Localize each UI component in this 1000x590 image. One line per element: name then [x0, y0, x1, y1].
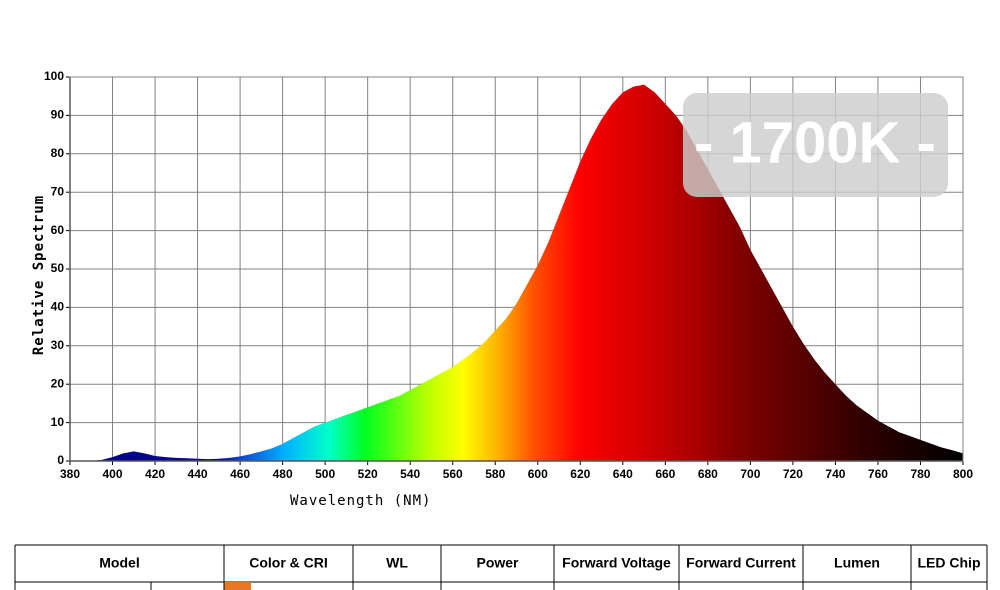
table-header: Forward Voltage — [562, 555, 671, 571]
table-header: Forward Current — [686, 555, 796, 571]
y-tick-label: 40 — [51, 300, 65, 314]
x-tick-label: 500 — [315, 467, 335, 481]
y-tick-label: 100 — [44, 69, 64, 83]
table-header: WL — [386, 555, 408, 571]
table-header: LED Chip — [918, 555, 981, 571]
x-tick-label: 740 — [825, 467, 845, 481]
y-tick-label: 80 — [51, 146, 65, 160]
table-header: Lumen — [834, 555, 880, 571]
table-header: Model — [99, 555, 139, 571]
annotation: - 1700K - — [694, 110, 936, 175]
table-header: Color & CRI — [249, 555, 328, 571]
x-tick-label: 480 — [273, 467, 293, 481]
x-tick-label: 780 — [910, 467, 930, 481]
x-tick-label: 600 — [528, 467, 548, 481]
x-tick-label: 640 — [613, 467, 633, 481]
x-tick-label: 580 — [485, 467, 505, 481]
y-tick-label: 90 — [51, 108, 65, 122]
y-tick-label: 70 — [51, 184, 65, 198]
x-tick-label: 540 — [400, 467, 420, 481]
y-tick-label: 10 — [51, 415, 65, 429]
x-tick-label: 660 — [655, 467, 675, 481]
plot-border — [69, 76, 964, 462]
x-tick-label: 560 — [443, 467, 463, 481]
table: Model Color & CRI WL Power Forward Voltage Fo… — [14, 544, 988, 590]
y-tick-label: 60 — [51, 223, 65, 237]
table-header: Power — [476, 555, 519, 571]
annotation-box — [683, 93, 948, 197]
x-tick-label: 440 — [188, 467, 208, 481]
spectrum-area — [70, 84, 963, 462]
y-tick-label: 0 — [57, 453, 64, 467]
x-tick-label: 680 — [698, 467, 718, 481]
x-axis-label: Wavelength (NM) — [290, 493, 431, 509]
x-tick-label: 380 — [60, 467, 80, 481]
y-tick-label: 30 — [51, 338, 65, 352]
x-tick-label: 520 — [358, 467, 378, 481]
color-swatch — [224, 582, 251, 590]
x-tick-label: 800 — [953, 467, 973, 481]
x-tick-label: 460 — [230, 467, 250, 481]
x-tick-label: 700 — [740, 467, 760, 481]
x-tick-label: 720 — [783, 467, 803, 481]
x-tick-label: 420 — [145, 467, 165, 481]
x-tick-label: 400 — [103, 467, 123, 481]
y-axis-label: Relative Spectrum — [31, 195, 47, 355]
y-tick-label: 50 — [51, 261, 65, 275]
x-tick-label: 620 — [570, 467, 590, 481]
x-tick-label: 760 — [868, 467, 888, 481]
y-tick-label: 20 — [51, 376, 65, 390]
